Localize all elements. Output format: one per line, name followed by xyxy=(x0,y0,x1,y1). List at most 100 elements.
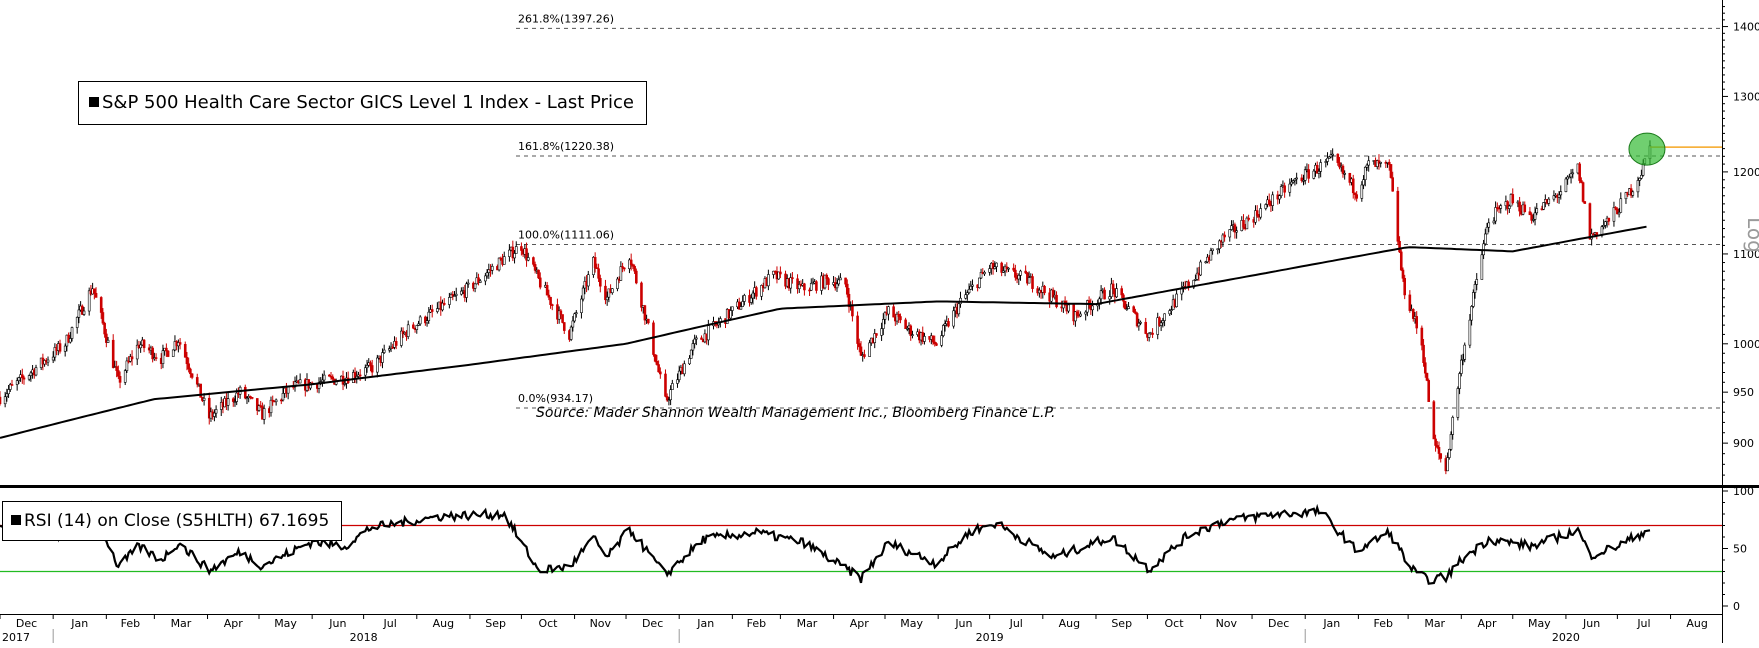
price-candle-body xyxy=(1317,171,1321,174)
price-candle-body xyxy=(161,350,165,364)
price-candle-body xyxy=(0,396,2,405)
month-label: Feb xyxy=(1374,617,1393,630)
price-candle-body xyxy=(547,294,551,298)
price-candle-body xyxy=(741,301,744,307)
price-candle-body xyxy=(1147,332,1151,338)
price-candle-body xyxy=(1303,169,1307,181)
month-label: Apr xyxy=(1478,617,1498,630)
price-candle-body xyxy=(1199,261,1202,276)
price-candle-body xyxy=(322,374,326,381)
price-candle-body xyxy=(105,333,108,343)
month-label: Jan xyxy=(70,617,88,630)
price-candle-body xyxy=(415,325,419,330)
price-candle-body xyxy=(293,381,297,388)
price-candle-body xyxy=(988,268,991,273)
price-candle-body xyxy=(1067,304,1070,312)
price-candle-body xyxy=(1619,198,1623,213)
price-candle-body xyxy=(103,322,106,335)
price-candle-body xyxy=(537,269,540,279)
price-candle-body xyxy=(1396,190,1400,242)
price-candle-body xyxy=(731,306,734,311)
month-label: Dec xyxy=(16,617,37,630)
price-candle-body xyxy=(1255,210,1259,216)
price-candle-body xyxy=(139,344,142,349)
price-candle-body xyxy=(640,282,643,308)
price-candle-body xyxy=(1163,313,1166,321)
price-candle-body xyxy=(1473,284,1477,293)
price-candle-body xyxy=(1535,208,1539,214)
price-candle-body xyxy=(1084,311,1087,315)
price-candle-body xyxy=(604,285,607,301)
price-candle-body xyxy=(1254,210,1257,223)
price-candle-body xyxy=(595,267,599,270)
month-label: Jul xyxy=(1009,617,1023,630)
price-candle-body xyxy=(125,360,129,371)
price-candle-body xyxy=(707,325,710,341)
price-candle-body xyxy=(1463,344,1467,360)
price-candle-body xyxy=(1329,154,1333,158)
price-candle-body xyxy=(1120,288,1124,296)
price-candle-body xyxy=(655,361,659,365)
price-candle-body xyxy=(94,292,98,298)
month-label: Aug xyxy=(1686,617,1707,630)
price-candle-body xyxy=(729,310,732,319)
price-candle-body xyxy=(1223,234,1226,238)
price-candle-body xyxy=(1485,226,1489,235)
price-candle-body xyxy=(899,316,902,321)
price-candle-body xyxy=(1451,417,1455,435)
price-candle-body xyxy=(1156,317,1160,335)
price-candle-body xyxy=(1362,179,1365,186)
price-candle-body xyxy=(1091,305,1094,311)
price-candle-body xyxy=(1043,285,1046,294)
price-candle-body xyxy=(933,341,937,344)
price-candle-body xyxy=(969,285,973,290)
price-candle-body xyxy=(117,370,120,377)
price-candle-body xyxy=(815,281,818,291)
month-label: Sep xyxy=(1111,617,1132,630)
price-candle-body xyxy=(1528,211,1532,216)
price-candle-body xyxy=(611,288,614,294)
price-candle-body xyxy=(1247,217,1250,220)
price-candle-body xyxy=(485,272,489,277)
price-candle-body xyxy=(245,397,249,400)
price-candle-body xyxy=(1559,191,1563,196)
price-candle-body xyxy=(993,266,997,269)
price-candle-body xyxy=(1571,172,1575,175)
price-tick-label: 1000 xyxy=(1733,338,1759,351)
price-candle-body xyxy=(623,267,626,270)
price-candle-body xyxy=(931,335,935,343)
price-candle-body xyxy=(364,367,367,376)
price-candle-body xyxy=(1506,201,1509,209)
price-candle-body xyxy=(743,295,746,302)
price-candle-body xyxy=(58,343,62,352)
price-candle-body xyxy=(187,363,190,370)
price-candle-body xyxy=(851,304,854,317)
price-candle-body xyxy=(51,356,55,361)
price-candle-body xyxy=(63,345,67,352)
price-candle-body xyxy=(1127,306,1130,309)
price-candle-body xyxy=(22,377,26,380)
price-candle-body xyxy=(1470,306,1473,321)
price-candle-body xyxy=(835,283,839,289)
price-candle-body xyxy=(1363,166,1367,180)
price-candle-body xyxy=(875,333,878,336)
price-candle-body xyxy=(15,380,19,385)
price-candle-body xyxy=(657,364,660,373)
price-candle-body xyxy=(1221,234,1225,243)
price-candle-body xyxy=(178,342,182,345)
price-candle-body xyxy=(520,246,523,251)
month-label: Dec xyxy=(1268,617,1289,630)
price-candle-body xyxy=(777,271,780,280)
highlight-circle xyxy=(1628,132,1666,166)
price-candle-body xyxy=(911,334,914,336)
price-candle-body xyxy=(964,294,967,299)
rsi-line xyxy=(0,500,1651,585)
month-label: Feb xyxy=(747,617,766,630)
price-candle-body xyxy=(940,335,943,346)
price-candle-body xyxy=(1000,262,1003,273)
price-candle-body xyxy=(1139,321,1142,324)
price-candle-body xyxy=(166,350,170,357)
price-candle-body xyxy=(151,347,154,360)
price-candle-body xyxy=(616,278,619,289)
price-candle-body xyxy=(442,302,446,305)
